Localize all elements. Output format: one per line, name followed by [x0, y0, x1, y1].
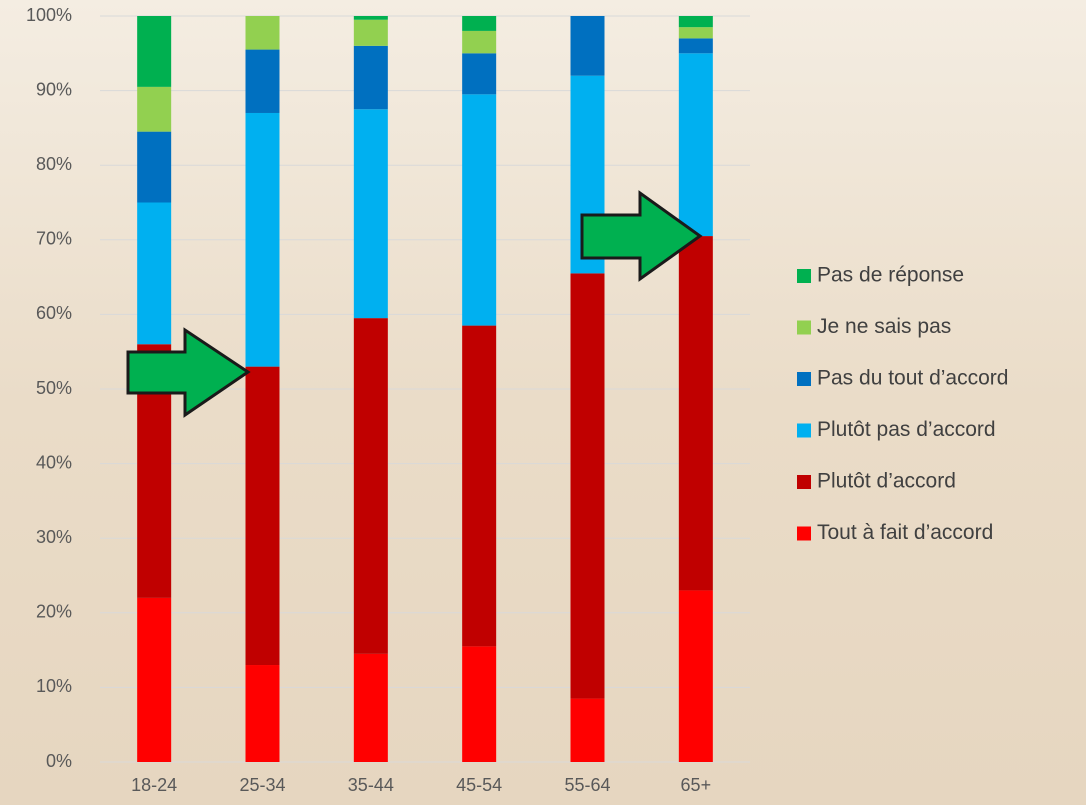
y-tick-label: 30% — [36, 527, 72, 547]
y-tick-label: 70% — [36, 229, 72, 249]
y-tick-label: 50% — [36, 378, 72, 398]
legend-label: Tout à fait d’accord — [817, 521, 993, 544]
legend-swatch — [797, 424, 811, 438]
bar-segment — [246, 113, 280, 367]
bar-segment — [354, 109, 388, 318]
y-tick-label: 80% — [36, 154, 72, 174]
bar-segment — [462, 31, 496, 53]
bar-segment — [137, 203, 171, 345]
legend-swatch — [797, 321, 811, 335]
x-tick-label: 35-44 — [348, 775, 394, 795]
bar-segment — [679, 38, 713, 53]
y-tick-label: 100% — [26, 5, 72, 25]
bar-segment — [462, 646, 496, 762]
bar-segment — [354, 16, 388, 20]
legend-swatch — [797, 269, 811, 283]
bar-segment — [679, 236, 713, 590]
legend-label: Plutôt d’accord — [817, 470, 956, 493]
legend-label: Pas de réponse — [817, 264, 964, 287]
bar-segment — [137, 132, 171, 203]
legend-label: Je ne sais pas — [817, 315, 951, 338]
x-tick-label: 25-34 — [239, 775, 285, 795]
x-tick-label: 65+ — [681, 775, 712, 795]
bar-segment — [679, 590, 713, 762]
bar-segment — [354, 318, 388, 654]
bar-segment — [137, 16, 171, 87]
x-tick-label: 55-64 — [564, 775, 610, 795]
bar-segment — [571, 16, 605, 76]
y-tick-label: 10% — [36, 676, 72, 696]
bar-segment — [679, 53, 713, 236]
bar-segment — [462, 53, 496, 94]
legend-swatch — [797, 372, 811, 386]
bar-segment — [246, 665, 280, 762]
y-tick-label: 60% — [36, 303, 72, 323]
bar-segment — [571, 699, 605, 762]
y-tick-label: 40% — [36, 452, 72, 472]
bar-segment — [354, 20, 388, 46]
bar-segment — [246, 50, 280, 113]
bar-segment — [462, 326, 496, 647]
bar-segment — [354, 46, 388, 109]
bar-segment — [246, 16, 280, 50]
legend-swatch — [797, 527, 811, 541]
chart: 0% 10% 20% 30% 40% 50% 60% 70% 80% 90% 100% 18-24 25… — [0, 0, 1086, 805]
y-tick-label: 0% — [46, 751, 72, 771]
legend-label: Pas du tout d’accord — [817, 367, 1008, 390]
bar-segment — [462, 94, 496, 325]
bar-segment — [571, 273, 605, 698]
bar-segment — [246, 367, 280, 665]
legend-label: Plutôt pas d’accord — [817, 418, 996, 441]
y-tick-label: 20% — [36, 602, 72, 622]
bar-segment — [137, 87, 171, 132]
y-tick-label: 90% — [36, 79, 72, 99]
bar-segment — [679, 27, 713, 38]
x-tick-label: 18-24 — [131, 775, 177, 795]
bar-segment — [679, 16, 713, 27]
bar-segment — [354, 654, 388, 762]
legend-swatch — [797, 475, 811, 489]
x-tick-label: 45-54 — [456, 775, 502, 795]
bar-segment — [462, 16, 496, 31]
bar-segment — [137, 598, 171, 762]
